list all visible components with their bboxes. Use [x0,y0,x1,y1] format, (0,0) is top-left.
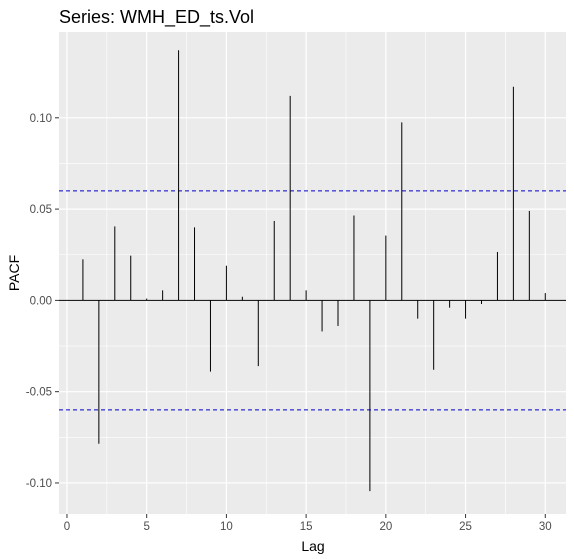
x-tick-label: 15 [300,521,313,533]
x-axis-title: Lag [301,538,324,554]
x-axis-ticks: 0 5 10 15 20 25 30 [64,514,552,533]
confidence-bounds [59,190,566,411]
x-tick-label: 10 [220,521,233,533]
chart-title: Series: WMH_ED_ts.Vol [59,7,254,28]
plot-panel [59,32,566,514]
y-axis-title: PACF [6,255,22,291]
y-tick-label: 0.00 [30,295,52,307]
x-tick-label: 0 [64,521,70,533]
x-tick-label: 20 [379,521,392,533]
y-tick-label: -0.10 [26,478,52,490]
y-tick-label: 0.10 [30,113,52,125]
x-tick-label: 25 [459,521,472,533]
x-tick-label: 30 [539,521,552,533]
y-tick-label: 0.05 [30,204,52,216]
pacf-bars [82,50,546,492]
x-tick-label: 5 [143,521,149,533]
y-tick-label: -0.05 [26,387,52,399]
y-axis-ticks: -0.10 -0.05 0.00 0.05 0.10 [26,113,59,490]
